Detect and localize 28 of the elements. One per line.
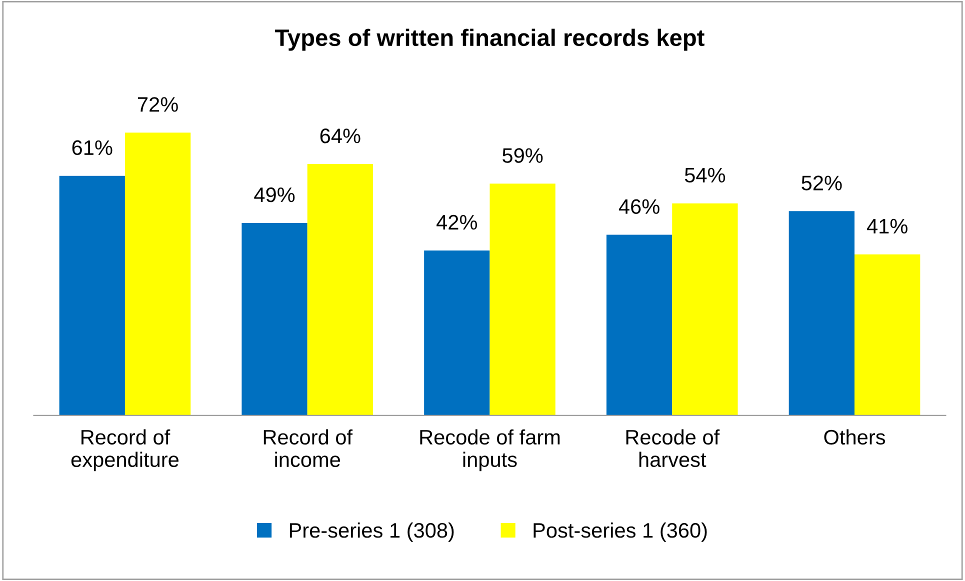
bar	[854, 254, 920, 416]
data-label: 52%	[802, 176, 842, 190]
data-label: 64%	[320, 128, 360, 144]
bar	[672, 203, 738, 416]
data-label: 54%	[684, 168, 726, 183]
data-label: 41%	[866, 218, 908, 234]
chart-title: Types of written financial records kept	[275, 28, 704, 51]
bar	[59, 176, 125, 416]
x-tick-label: Recode of harvest	[626, 429, 720, 468]
data-label: 59%	[502, 148, 543, 163]
x-tick-label: Recode of farm inputs	[420, 429, 560, 472]
legend-label: Post-series 1 (360)	[534, 522, 707, 542]
x-tick-label: Record of expenditure	[71, 429, 178, 472]
data-label: 46%	[618, 199, 660, 214]
x-tick-label: Others	[824, 429, 886, 445]
legend-label: Pre-series 1 (308)	[290, 522, 454, 542]
data-label: 61%	[72, 140, 112, 156]
bar	[788, 211, 855, 416]
bar	[424, 250, 490, 416]
data-label: 49%	[254, 187, 295, 202]
bar	[242, 222, 308, 416]
bar	[124, 132, 191, 416]
bar	[490, 184, 556, 416]
bar	[606, 234, 672, 416]
x-tick-label: Record of income	[264, 429, 353, 468]
data-label: 72%	[138, 97, 178, 112]
data-label: 42%	[436, 214, 478, 230]
bar	[307, 164, 374, 416]
